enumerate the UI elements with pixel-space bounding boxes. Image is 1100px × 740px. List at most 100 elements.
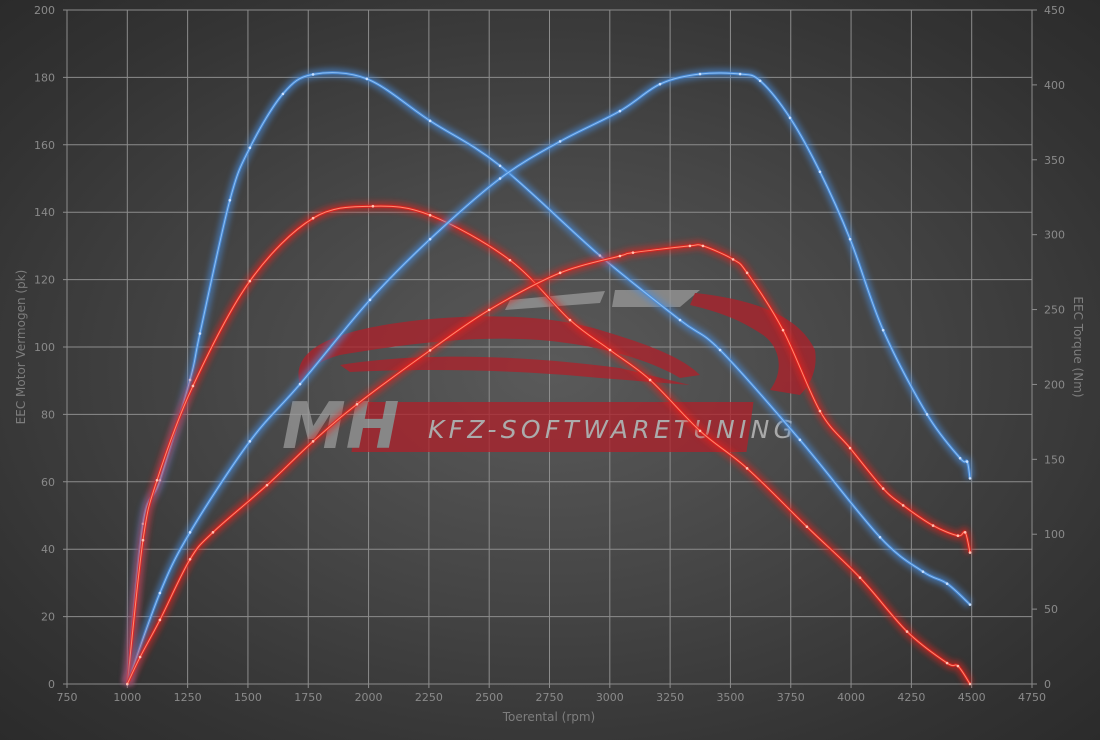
data-point xyxy=(678,318,682,322)
data-point xyxy=(248,146,252,150)
data-point xyxy=(311,73,315,76)
y-tick-label: 40 xyxy=(41,543,55,556)
x-tick-label: 4500 xyxy=(958,691,986,704)
x-tick-label: 2750 xyxy=(536,691,564,704)
data-point xyxy=(658,82,662,86)
y-tick-label: 80 xyxy=(41,408,55,421)
y-tick-label: 120 xyxy=(34,274,55,287)
data-point xyxy=(905,630,909,633)
data-point xyxy=(211,531,215,534)
data-point xyxy=(126,682,129,686)
data-point xyxy=(198,332,202,335)
series-2-tuned-power xyxy=(123,68,975,686)
data-point xyxy=(487,308,491,312)
data-point xyxy=(228,198,232,202)
y2-tick-label: 450 xyxy=(1044,4,1065,17)
data-point xyxy=(745,467,749,470)
series-line xyxy=(125,71,972,685)
x-tick-label: 2000 xyxy=(355,691,383,704)
data-point xyxy=(298,382,302,386)
data-point xyxy=(848,446,852,450)
series-line xyxy=(125,243,972,685)
car-silhouette xyxy=(298,316,700,385)
data-point xyxy=(608,348,612,352)
data-point xyxy=(558,140,562,143)
data-point xyxy=(758,79,762,83)
data-point xyxy=(188,531,192,534)
y-tick-label: 160 xyxy=(34,139,55,152)
data-point xyxy=(265,483,269,487)
data-point xyxy=(738,72,742,76)
x-tick-label: 1500 xyxy=(234,691,262,704)
data-point xyxy=(878,535,882,539)
data-point xyxy=(731,258,735,261)
data-point xyxy=(188,558,192,561)
series-line xyxy=(125,71,972,685)
logo-text: KFZ-SOFTWARETUNING xyxy=(428,415,793,444)
x-tick-label: 2250 xyxy=(415,691,443,704)
curves xyxy=(122,68,975,687)
data-point xyxy=(781,328,785,332)
data-point xyxy=(956,534,960,538)
ticks: 750 1000 1250 1500 1750 2000 2250 2500 2750 3000 3… xyxy=(34,4,1065,704)
x-tick-label: 1250 xyxy=(174,691,202,704)
data-point xyxy=(745,271,749,275)
y2-tick-label: 100 xyxy=(1044,528,1065,541)
data-point xyxy=(158,591,162,595)
y-tick-label: 200 xyxy=(34,4,55,17)
data-point xyxy=(818,170,822,174)
data-point xyxy=(968,477,972,480)
y2-tick-label: 400 xyxy=(1044,79,1065,92)
y-tick-label: 60 xyxy=(41,476,55,489)
y2-tick-label: 350 xyxy=(1044,154,1065,167)
data-point xyxy=(798,438,802,442)
data-point xyxy=(158,618,162,622)
y2-tick-label: 300 xyxy=(1044,229,1065,242)
data-point xyxy=(558,271,562,275)
data-point xyxy=(355,402,359,406)
y-tick-label: 180 xyxy=(34,71,55,84)
data-point xyxy=(965,460,969,463)
data-point xyxy=(968,603,972,606)
data-point xyxy=(508,258,512,262)
y2-tick-label: 50 xyxy=(1044,603,1058,616)
y2-tick-label: 200 xyxy=(1044,378,1065,391)
data-point xyxy=(688,244,692,248)
x-tick-label: 4750 xyxy=(1018,691,1046,704)
data-point xyxy=(365,77,369,81)
data-point xyxy=(968,682,972,686)
data-point xyxy=(848,237,852,241)
data-point xyxy=(958,456,962,460)
x-tick-label: 3250 xyxy=(656,691,684,704)
data-point xyxy=(311,216,315,220)
data-point xyxy=(618,109,622,113)
data-point xyxy=(805,525,809,529)
data-point xyxy=(718,348,722,352)
data-point xyxy=(428,213,432,217)
series-3-stock-power xyxy=(123,240,975,686)
series-core-line xyxy=(126,72,971,685)
x-tick-label: 3500 xyxy=(716,691,744,704)
data-point xyxy=(138,655,142,659)
data-point xyxy=(925,413,929,416)
data-point xyxy=(818,409,822,413)
data-point xyxy=(945,661,949,665)
x-tick-label: 2500 xyxy=(475,691,503,704)
y-axis-title: EEC Motor Vermogen (pk) xyxy=(14,270,28,425)
data-point xyxy=(881,487,885,490)
y2-tick-label: 250 xyxy=(1044,304,1065,317)
data-point xyxy=(371,204,375,208)
series-glow xyxy=(123,68,975,686)
data-point xyxy=(788,116,792,120)
x-tick-label: 3000 xyxy=(596,691,624,704)
data-point xyxy=(963,531,967,534)
data-point xyxy=(945,582,949,585)
data-point xyxy=(648,378,652,382)
data-point xyxy=(311,440,315,443)
data-point xyxy=(191,384,195,388)
y2-tick-label: 0 xyxy=(1044,678,1051,691)
data-point xyxy=(858,576,862,579)
data-point xyxy=(248,279,252,283)
x-tick-label: 1000 xyxy=(113,691,141,704)
